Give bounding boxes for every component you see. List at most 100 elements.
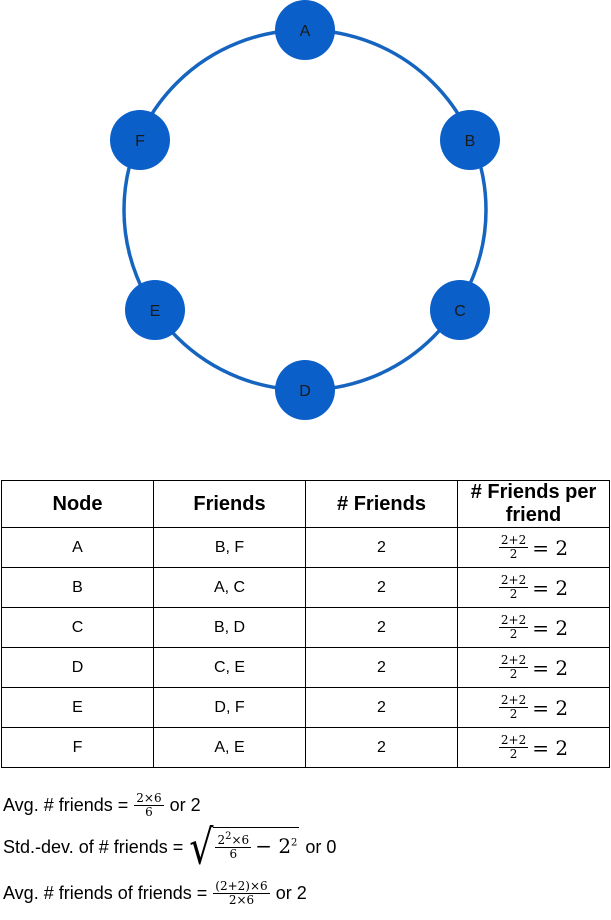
ff-denominator: 2	[509, 707, 518, 721]
node-label: E	[150, 303, 161, 320]
cell-friend-count: 2	[305, 727, 458, 768]
ff-fraction: 2+2 2	[498, 733, 529, 761]
node-circle	[275, 0, 335, 60]
ff-result: = 2	[532, 735, 569, 760]
avg-ff-tail: or 2	[275, 883, 307, 903]
cell-friends: D, F	[153, 687, 306, 728]
std-num-exp: 2	[225, 831, 232, 842]
ff-result: = 2	[532, 655, 569, 680]
std-minus: − 2	[255, 833, 292, 858]
cell-node: D	[1, 647, 154, 688]
ff-numerator: 2+2	[498, 733, 529, 748]
cell-friends: A, C	[153, 567, 306, 608]
sqrt-sign: √	[189, 819, 214, 875]
std-dev-numerator: 22×6	[215, 830, 252, 848]
node-c: C	[430, 280, 490, 340]
header-friends-per-friend: # Friends per friend	[457, 480, 610, 528]
node-e: E	[125, 280, 185, 340]
cell-friend-count: 2	[305, 647, 458, 688]
std-num-base: 2	[217, 833, 226, 847]
cell-friends-per-friend: 2+2 2 = 2	[457, 647, 610, 688]
avg-friends-denominator: 6	[145, 805, 153, 819]
node-circle	[430, 280, 490, 340]
node-label: C	[454, 303, 466, 320]
table-row: E D, F 2 2+2 2 = 2	[1, 687, 610, 728]
table-row: B A, C 2 2+2 2 = 2	[1, 567, 610, 608]
cell-friend-count: 2	[305, 607, 458, 648]
header-friend-count: # Friends	[305, 480, 458, 528]
ff-result: = 2	[532, 575, 569, 600]
cell-friends: C, E	[153, 647, 306, 688]
cell-friends-per-friend: 2+2 2 = 2	[457, 567, 610, 608]
avg-ff-fraction: (2+2)×6 2×6	[213, 879, 270, 907]
avg-friends-fraction: 2×6 6	[134, 791, 164, 819]
table-row: F A, E 2 2+2 2 = 2	[1, 727, 610, 768]
table-row: A B, F 2 2+2 2 = 2	[1, 527, 610, 568]
header-friends: Friends	[153, 480, 306, 528]
cell-friends-per-friend: 2+2 2 = 2	[457, 687, 610, 728]
node-label: A	[300, 23, 311, 40]
sqrt-expression: √ 22×6 6 − 22	[189, 823, 300, 871]
std-dev-line: Std.-dev. of # friends = √ 22×6 6 − 22 o…	[3, 823, 337, 871]
ring-edge	[122, 28, 488, 392]
node-circle	[110, 110, 170, 170]
ff-fraction: 2+2 2	[498, 693, 529, 721]
avg-friends-of-friends-line: Avg. # friends of friends = (2+2)×6 2×6 …	[3, 880, 307, 907]
node-a: A	[275, 0, 335, 60]
table-header-row: Node Friends # Friends # Friends per fri…	[1, 480, 610, 528]
node-circle	[440, 110, 500, 170]
std-minus-term: − 22	[255, 834, 297, 858]
cell-friend-count: 2	[305, 567, 458, 608]
friends-table: Node Friends # Friends # Friends per fri…	[1, 480, 610, 768]
ff-fraction: 2+2 2	[498, 533, 529, 561]
ff-numerator: 2+2	[498, 653, 529, 668]
node-label: B	[465, 133, 476, 150]
std-num-rest: ×6	[231, 833, 250, 847]
cell-node: A	[1, 527, 154, 568]
cell-friends: A, E	[153, 727, 306, 768]
ff-numerator: 2+2	[498, 573, 529, 588]
avg-friends-tail: or 2	[169, 795, 201, 815]
ff-denominator: 2	[509, 587, 518, 601]
cell-node: C	[1, 607, 154, 648]
node-circle	[275, 360, 335, 420]
header-node: Node	[1, 480, 154, 528]
friendship-graph: A B C D E F	[110, 0, 500, 420]
ff-numerator: 2+2	[498, 533, 529, 548]
node-f: F	[110, 110, 170, 170]
ff-result: = 2	[532, 535, 569, 560]
ff-denominator: 2	[509, 627, 518, 641]
table-row: C B, D 2 2+2 2 = 2	[1, 607, 610, 648]
node-b: B	[440, 110, 500, 170]
avg-friends-numerator: 2×6	[134, 791, 164, 806]
avg-friends-label: Avg. # friends =	[3, 795, 129, 815]
cell-friends-per-friend: 2+2 2 = 2	[457, 527, 610, 568]
avg-ff-numerator: (2+2)×6	[213, 879, 270, 894]
cell-friend-count: 2	[305, 527, 458, 568]
ff-numerator: 2+2	[498, 693, 529, 708]
ff-result: = 2	[532, 615, 569, 640]
ff-denominator: 2	[509, 667, 518, 681]
std-minus-exp: 2	[291, 836, 298, 848]
cell-node: F	[1, 727, 154, 768]
ff-fraction: 2+2 2	[498, 653, 529, 681]
std-dev-tail: or 0	[305, 836, 337, 857]
avg-friends-line: Avg. # friends = 2×6 6 or 2	[3, 792, 201, 819]
ff-fraction: 2+2 2	[498, 573, 529, 601]
cell-friends-per-friend: 2+2 2 = 2	[457, 607, 610, 648]
cell-friends: B, D	[153, 607, 306, 648]
cell-node: B	[1, 567, 154, 608]
ff-denominator: 2	[509, 747, 518, 761]
table-row: D C, E 2 2+2 2 = 2	[1, 647, 610, 688]
node-circle	[125, 280, 185, 340]
ff-fraction: 2+2 2	[498, 614, 529, 641]
std-dev-fraction: 22×6 6	[215, 830, 252, 861]
avg-ff-denominator: 2×6	[228, 893, 255, 907]
std-dev-denominator: 6	[229, 847, 238, 861]
cell-node: E	[1, 687, 154, 728]
std-dev-label: Std.-dev. of # friends =	[3, 836, 184, 857]
node-d: D	[275, 360, 335, 420]
cell-friends-per-friend: 2+2 2 = 2	[457, 727, 610, 768]
avg-ff-label: Avg. # friends of friends =	[3, 883, 208, 903]
ff-result: = 2	[532, 695, 569, 720]
